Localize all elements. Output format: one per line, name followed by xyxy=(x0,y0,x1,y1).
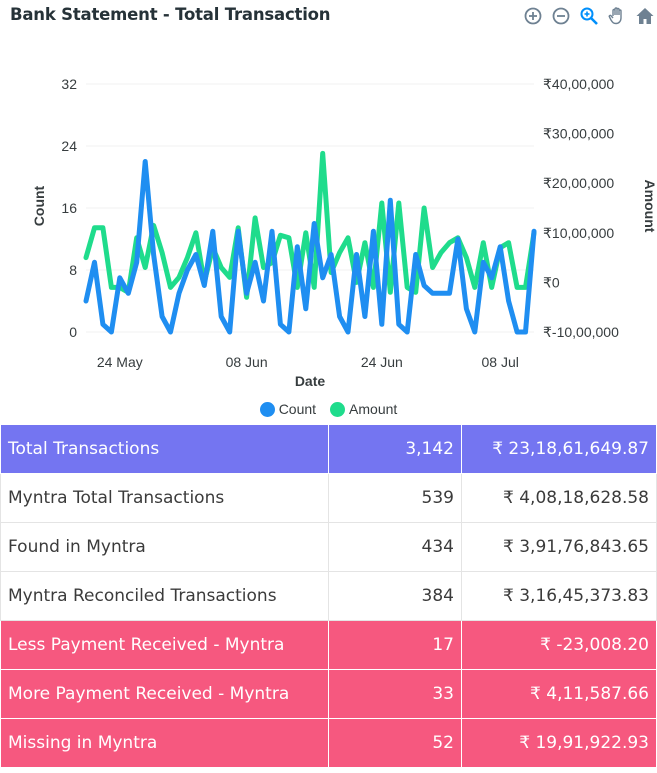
legend-item-amount[interactable]: Amount xyxy=(330,401,397,417)
row-amount: ₹ 3,91,76,843.65 xyxy=(461,522,657,572)
y-right-tick-label: ₹20,00,000 xyxy=(543,175,614,191)
y-left-axis-title: Count xyxy=(31,185,47,226)
row-amount: ₹ 23,18,61,649.87 xyxy=(461,424,657,474)
row-label: Found in Myntra xyxy=(0,522,329,572)
y-left-tick-label: 0 xyxy=(69,324,77,340)
chart-toolbar xyxy=(521,4,657,28)
series-line-count xyxy=(83,159,537,335)
legend-marker-count xyxy=(259,401,275,417)
legend-marker-amount xyxy=(330,401,346,417)
y-right-tick-label: ₹40,00,000 xyxy=(543,76,614,92)
row-label: Total Transactions xyxy=(0,424,329,474)
y-left-tick-label: 32 xyxy=(61,76,77,92)
chart-legend: Count Amount xyxy=(0,401,657,417)
row-amount: ₹ 4,11,587.66 xyxy=(461,669,657,719)
table-row-more-payment: More Payment Received - Myntra 33 ₹ 4,11… xyxy=(0,669,657,719)
y-left-tick-label: 24 xyxy=(61,138,77,154)
y-right-tick-label: ₹-10,00,000 xyxy=(543,324,619,340)
zoom-out-icon[interactable] xyxy=(549,4,573,28)
row-count: 434 xyxy=(328,522,462,572)
x-tick-label: 24 Jun xyxy=(361,354,403,370)
y-right-axis-title: Amount xyxy=(642,180,657,233)
row-count: 33 xyxy=(328,669,462,719)
y-left-tick-label: 8 xyxy=(69,262,77,278)
zoom-select-icon[interactable] xyxy=(577,4,601,28)
table-row-myntra-reconciled: Myntra Reconciled Transactions 384 ₹ 3,1… xyxy=(0,571,657,621)
y-right-tick-label: ₹30,00,000 xyxy=(543,126,614,142)
row-label: Myntra Reconciled Transactions xyxy=(0,571,329,621)
row-count: 539 xyxy=(328,473,462,523)
row-label: More Payment Received - Myntra xyxy=(0,669,329,719)
home-icon[interactable] xyxy=(633,4,657,28)
chart-title: Bank Statement - Total Transaction xyxy=(10,5,331,24)
row-label: Myntra Total Transactions xyxy=(0,473,329,523)
legend-label-amount: Amount xyxy=(349,401,398,417)
x-tick-label: 24 May xyxy=(97,354,143,370)
legend-label-count: Count xyxy=(278,401,317,417)
row-count: 3,142 xyxy=(328,424,462,474)
row-label: Missing in Myntra xyxy=(0,718,329,768)
row-label: Less Payment Received - Myntra xyxy=(0,620,329,670)
table-row-total-transactions: Total Transactions 3,142 ₹ 23,18,61,649.… xyxy=(0,424,657,474)
x-tick-label: 08 Jun xyxy=(226,354,268,370)
y-right-tick-label: ₹0 xyxy=(543,274,560,290)
row-count: 384 xyxy=(328,571,462,621)
row-amount: ₹ 4,08,18,628.58 xyxy=(461,473,657,523)
row-count: 17 xyxy=(328,620,462,670)
legend-item-count[interactable]: Count xyxy=(259,401,317,417)
pan-icon[interactable] xyxy=(605,4,629,28)
x-axis-title: Date xyxy=(295,373,326,389)
zoom-in-icon[interactable] xyxy=(521,4,545,28)
y-right-tick-label: ₹10,00,000 xyxy=(543,225,614,241)
x-tick-label: 08 Jul xyxy=(482,354,519,370)
row-amount: ₹ 3,16,45,373.83 xyxy=(461,571,657,621)
table-row-myntra-total: Myntra Total Transactions 539 ₹ 4,08,18,… xyxy=(0,473,657,523)
y-left-tick-label: 16 xyxy=(61,200,77,216)
table-row-less-payment: Less Payment Received - Myntra 17 ₹ -23,… xyxy=(0,620,657,670)
table-row-found-in-myntra: Found in Myntra 434 ₹ 3,91,76,843.65 xyxy=(0,522,657,572)
summary-table: Total Transactions 3,142 ₹ 23,18,61,649.… xyxy=(0,424,657,768)
row-count: 52 xyxy=(328,718,462,768)
row-amount: ₹ 19,91,922.93 xyxy=(461,718,657,768)
table-row-missing-in-myntra: Missing in Myntra 52 ₹ 19,91,922.93 xyxy=(0,718,657,768)
row-amount: ₹ -23,008.20 xyxy=(461,620,657,670)
line-chart: 32 24 16 8 0 ₹40,00,000 ₹30,00,000 ₹20,00,000 ₹1… xyxy=(31,76,657,389)
